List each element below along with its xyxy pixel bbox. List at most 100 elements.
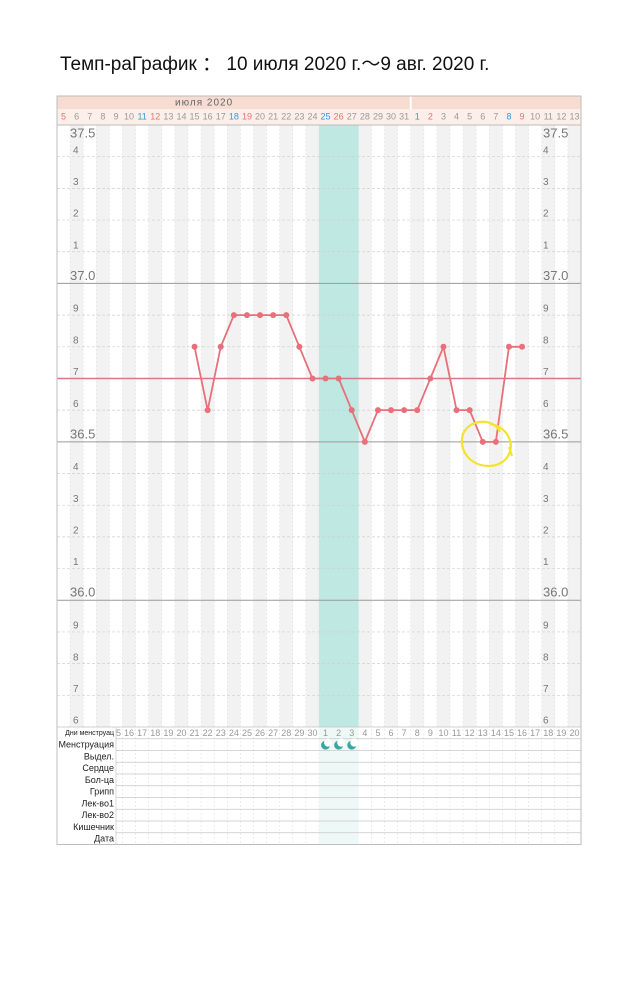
x-tick-label: 12 [556,111,566,121]
x-tick-label: 1 [415,111,420,121]
temperature-point [204,407,211,414]
y-tick-label: 4 [73,145,79,156]
x-tick-label: 11 [137,111,146,121]
menstruation-icon-cut [337,738,346,747]
x-tick-label: 6 [74,111,79,121]
x-tick-label: 5 [61,111,66,121]
y-tick-label: 3 [73,494,79,505]
temperature-point [414,407,421,414]
y-tick-label-right: 36.0 [543,585,568,600]
y-tick-label-right: 8 [543,652,549,663]
cycle-day: 28 [281,728,291,738]
temperature-point [322,375,329,382]
x-tick-label: 7 [87,111,92,121]
cycle-day: 4 [362,728,367,738]
y-tick-label-right: 8 [543,335,549,346]
temperature-point [270,312,277,319]
x-tick-label: 8 [100,111,105,121]
x-tick-label: 21 [268,111,278,121]
y-tick-label: 6 [73,399,79,410]
x-tick-label: 29 [373,111,383,121]
x-tick-label: 18 [229,111,239,121]
y-tick-label: 9 [73,304,79,315]
x-tick-label: 8 [506,111,511,121]
cycle-day: 15 [504,728,514,738]
row-label: Грипп [90,787,114,797]
y-tick-label-right: 3 [543,494,549,505]
row-label: Выдел. [84,751,114,761]
x-tick-label: 27 [347,111,357,121]
temperature-point [296,343,303,350]
y-tick-label-right: 37.0 [543,268,568,283]
temperature-point [453,407,460,414]
cycle-day: 19 [163,728,173,738]
x-tick-label: 31 [399,111,409,121]
y-tick-label: 36.5 [70,426,95,441]
cycle-day: 13 [478,728,488,738]
temperature-point [374,407,381,414]
y-tick-label: 3 [73,177,79,188]
row-label: Лек-во1 [81,798,114,808]
x-tick-label: 28 [360,111,370,121]
x-tick-label: 15 [190,111,200,121]
temperature-point [283,312,290,319]
cycle-day: 16 [517,728,527,738]
temperature-point [191,343,198,350]
x-tick-label: 14 [176,111,186,121]
cycle-day: 7 [402,728,407,738]
x-tick-label: 23 [294,111,304,121]
x-tick-label: 10 [530,111,540,121]
y-tick-label: 7 [73,367,79,378]
cycle-day: 5 [375,728,380,738]
cycle-day: 27 [268,728,278,738]
x-tick-label: 13 [569,111,579,121]
x-tick-label: 16 [203,111,213,121]
y-tick-label-right: 7 [543,684,549,695]
column-stripe [567,125,581,727]
temperature-point [427,375,434,382]
temperature-point [505,343,512,350]
cycle-day: 30 [307,728,317,738]
y-tick-label-right: 37.5 [543,125,568,140]
x-tick-label: 10 [124,111,134,121]
column-stripe [436,125,450,727]
y-tick-label-right: 9 [543,621,549,632]
x-tick-label: 13 [163,111,173,121]
column-stripe [201,125,215,727]
temperature-point [243,312,250,319]
row-label: Менструация [58,740,114,750]
temperature-point [217,343,224,350]
cycle-day: 25 [242,728,252,738]
row-label: Кишечник [73,822,114,832]
column-stripe [279,125,293,727]
column-stripe [253,125,267,727]
month-label: июля 2020 [175,98,233,109]
y-tick-label: 8 [73,652,79,663]
x-tick-label: 24 [307,111,317,121]
cycle-day: 16 [124,728,134,738]
row-label: Лек-во2 [81,810,114,820]
y-tick-label-right: 4 [543,145,549,156]
y-tick-label: 37.5 [70,125,95,140]
cycle-day: 19 [556,728,566,738]
temperature-point [257,312,264,319]
cycle-day: 3 [349,728,354,738]
x-tick-label: 9 [113,111,118,121]
row-label: Дни менструац [65,730,114,737]
y-tick-label-right: 6 [543,716,549,727]
temperature-point [492,438,499,445]
column-stripe [515,125,529,727]
y-tick-label-right: 1 [543,557,549,568]
temperature-point [230,312,237,319]
cycle-day: 22 [203,728,213,738]
y-tick-label-right: 1 [543,240,549,251]
column-stripe [227,125,241,727]
cycle-day: 18 [543,728,553,738]
temperature-point [466,407,473,414]
x-tick-label: 6 [480,111,485,121]
x-tick-label: 4 [454,111,459,121]
temperature-point [348,407,355,414]
cycle-day: 2 [336,728,341,738]
x-tick-label: 26 [334,111,344,121]
cycle-day: 11 [452,728,461,738]
